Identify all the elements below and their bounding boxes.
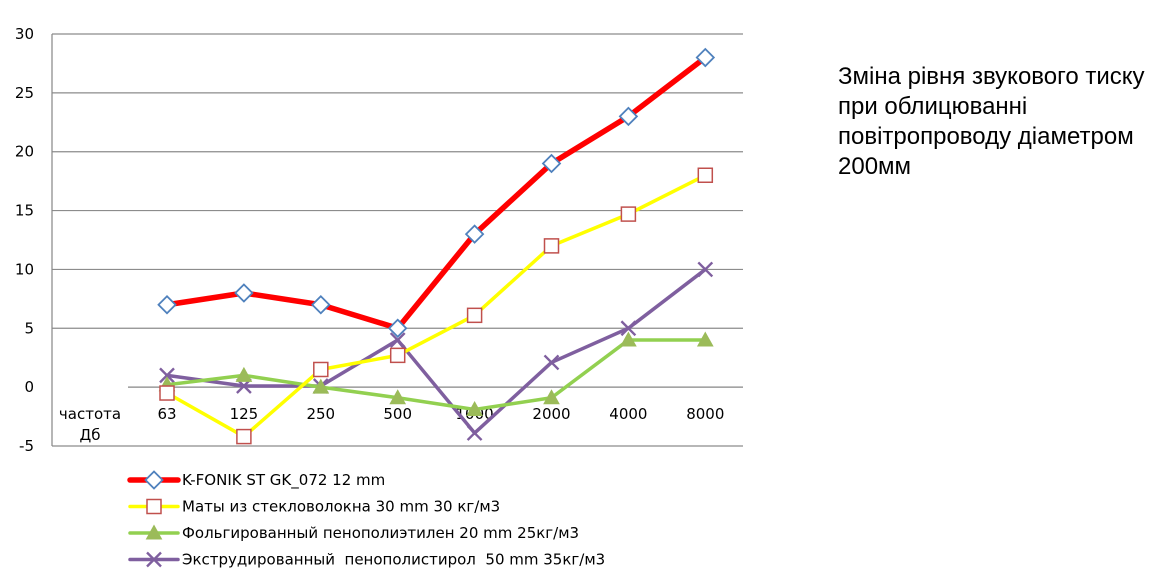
data-point xyxy=(159,367,175,384)
data-point xyxy=(387,318,408,339)
x-axis-title: Дб xyxy=(80,426,101,444)
data-point xyxy=(389,347,406,364)
data-point xyxy=(696,331,714,347)
legend-marker xyxy=(146,551,162,568)
data-point xyxy=(464,224,485,244)
data-point xyxy=(618,106,639,127)
data-point xyxy=(541,153,562,174)
data-point xyxy=(389,332,406,348)
y-tick-label: 30 xyxy=(15,25,34,43)
data-point xyxy=(313,361,329,378)
x-tick-label: 2000 xyxy=(532,405,570,423)
legend-label: Экструдированный пенополистирол 50 mm 35… xyxy=(182,551,605,569)
series-line xyxy=(165,267,708,435)
data-point xyxy=(235,366,253,382)
series-1 xyxy=(159,167,714,445)
data-point xyxy=(466,425,483,441)
data-point xyxy=(697,261,714,278)
x-tick-label: 4000 xyxy=(609,405,647,423)
data-point xyxy=(236,428,252,445)
data-point xyxy=(389,389,407,405)
y-tick-label: 25 xyxy=(15,84,34,102)
legend-item: K-FONIK ST GK_072 12 mm xyxy=(127,470,385,490)
data-point xyxy=(466,307,483,324)
x-tick-label: 500 xyxy=(383,405,412,423)
y-tick-label: 10 xyxy=(15,260,34,278)
x-tick-label: 63 xyxy=(157,405,176,423)
y-tick-label: -5 xyxy=(19,437,34,455)
series-2 xyxy=(158,331,714,417)
legend-marker xyxy=(145,524,163,540)
series-line xyxy=(165,173,708,439)
x-tick-label: 250 xyxy=(306,405,335,423)
series-line xyxy=(164,54,709,332)
y-tick-label: 20 xyxy=(15,143,34,161)
data-point xyxy=(466,400,483,417)
data-point xyxy=(543,354,560,371)
data-point xyxy=(543,389,560,405)
legend-label: Фольгированный пенополиэтилен 20 mm 25кг… xyxy=(182,524,579,542)
gridlines xyxy=(51,33,743,447)
legend-label: Маты из стекловолокна 30 mm 30 кг/м3 xyxy=(182,498,500,516)
data-point xyxy=(543,238,560,254)
y-tick-label: 15 xyxy=(15,202,34,220)
legend-marker xyxy=(144,470,164,490)
legend-item: Экструдированный пенополистирол 50 mm 35… xyxy=(128,551,605,569)
y-tick-label: 5 xyxy=(24,319,34,337)
series-lines xyxy=(157,47,716,445)
chart-caption: Зміна рівня звукового тиску при облицюва… xyxy=(838,63,1145,180)
legend: K-FONIK ST GK_072 12 mm Маты из стекловол… xyxy=(127,470,605,569)
data-point xyxy=(620,206,637,222)
data-point xyxy=(620,331,637,347)
series-line xyxy=(165,338,708,412)
x-tick-label: 8000 xyxy=(686,405,724,423)
legend-marker xyxy=(146,498,162,515)
data-point xyxy=(695,47,716,68)
legend-item: Маты из стекловолокна 30 mm 30 кг/м3 xyxy=(128,498,500,516)
legend-item: Фольгированный пенополиэтилен 20 mm 25кг… xyxy=(128,524,579,542)
y-axis-ticks: -5 0 5 10 15 20 25 30 xyxy=(15,25,34,455)
x-axis-title: частота xyxy=(59,405,121,423)
data-point xyxy=(157,294,177,315)
data-point xyxy=(620,320,637,337)
y-tick-label: 0 xyxy=(24,378,34,396)
series-0 xyxy=(157,47,716,339)
x-axis-ticks: 631252505001000200040008000частотаДб xyxy=(59,405,724,444)
data-point xyxy=(697,167,714,184)
data-point xyxy=(312,378,330,394)
data-point xyxy=(311,294,331,315)
x-tick-label: 125 xyxy=(230,405,259,423)
data-point xyxy=(159,385,175,401)
legend-label: K-FONIK ST GK_072 12 mm xyxy=(182,471,385,490)
data-point xyxy=(234,283,254,303)
